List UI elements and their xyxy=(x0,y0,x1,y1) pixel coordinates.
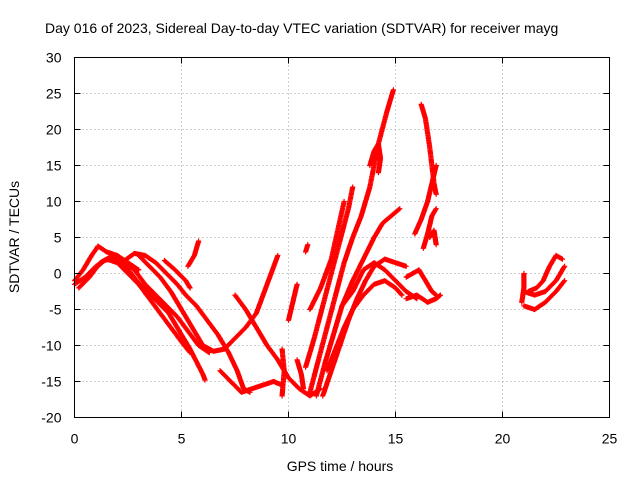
x-tick-label: 20 xyxy=(495,431,511,447)
y-tick-label: 30 xyxy=(46,50,62,66)
y-tick-label: -15 xyxy=(41,374,61,390)
y-tick-label: -10 xyxy=(41,338,61,354)
y-tick-label: 15 xyxy=(46,158,62,174)
y-axis-label: SDTVAR / TECUs xyxy=(6,181,22,293)
series-arc-14 xyxy=(303,242,311,255)
series-arc-5 xyxy=(119,250,253,395)
series-arc-12 xyxy=(285,281,300,323)
series-arc-19 xyxy=(324,278,405,374)
y-tick-label: 25 xyxy=(46,86,62,102)
y-tick-label: 0 xyxy=(54,266,62,282)
y-tick-label: 10 xyxy=(46,194,62,210)
series-arc-20 xyxy=(307,198,347,313)
series-arc-27 xyxy=(420,206,439,251)
series-arc-23 xyxy=(403,292,443,305)
series-arc-16 xyxy=(307,87,396,395)
y-tick-label: 20 xyxy=(46,122,62,138)
series-arc-11 xyxy=(279,346,287,399)
y-tick-label: -5 xyxy=(49,302,62,318)
y-tick-label: 5 xyxy=(54,230,62,246)
series-arc-6 xyxy=(136,252,281,354)
series-arc-22 xyxy=(367,141,384,176)
series-arc-7 xyxy=(161,257,193,291)
series-arc-15 xyxy=(303,184,356,370)
series-arc-30 xyxy=(521,278,568,313)
chart-title: Day 016 of 2023, Sidereal Day-to-day VTE… xyxy=(45,20,558,36)
series-arc-13 xyxy=(294,357,307,392)
x-tick-label: 5 xyxy=(178,431,186,447)
series-arc-8 xyxy=(185,238,202,269)
series-arc-9 xyxy=(217,368,285,395)
ticks-layer: 0 5 10 15 20 25 -20 -15 -10 -5 0 5 10 15 20 25 30 xyxy=(41,50,617,447)
x-tick-label: 0 xyxy=(71,431,79,447)
x-tick-label: 25 xyxy=(602,431,618,447)
x-tick-label: 15 xyxy=(388,431,404,447)
series-arc-21 xyxy=(339,260,420,309)
data-marks-layer xyxy=(71,87,568,399)
series-arc-28 xyxy=(427,227,439,248)
series-arc-26 xyxy=(412,162,439,237)
series-arc-32 xyxy=(525,252,565,295)
x-tick-label: 10 xyxy=(281,431,297,447)
x-axis-label: GPS time / hours xyxy=(287,458,394,474)
y-tick-label: -20 xyxy=(41,410,61,426)
series-arc-24 xyxy=(403,267,439,298)
grid-layer xyxy=(74,57,610,418)
series-arc-4 xyxy=(80,255,208,383)
